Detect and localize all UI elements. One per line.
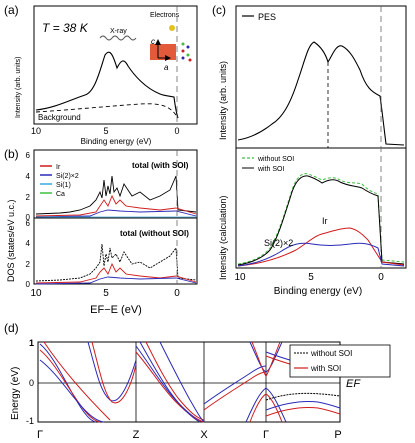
legend-with-soi-d: with SOI: [310, 364, 341, 373]
panel-b-bottom-frame: [33, 217, 198, 285]
panel-a-label: (a): [4, 3, 19, 17]
legend-without-soi-c: without SOI: [257, 156, 294, 163]
calc-with-soi: [237, 175, 405, 266]
panel-d-frame: [37, 341, 341, 423]
xray-wave: [99, 35, 137, 41]
ir-label-c: Ir: [322, 216, 328, 226]
dos-si2-with-soi: [35, 209, 197, 218]
panel-c-bottom-frame: [235, 147, 407, 269]
xray-label: X-ray: [110, 28, 127, 35]
axis-c-label: c: [151, 37, 155, 46]
panel-c-bottom-ylabel: Intensity (calculation): [218, 195, 228, 280]
panel-b-ytick-bot-6: 6: [26, 219, 31, 228]
dos-total-with-soi: [35, 175, 197, 215]
kpoint-p: P: [334, 429, 341, 441]
pes-legend-label: PES: [258, 12, 276, 22]
kpoint-x: X: [200, 429, 208, 441]
dos-ir-with-soi: [35, 194, 197, 217]
panel-c-xlabel: Binding energy (eV): [274, 286, 362, 297]
electrons-label: Electrons: [150, 12, 180, 19]
kpoint-z: Z: [133, 429, 140, 441]
legend-b: Ir Si(2)×2 Si(1) Ca: [40, 164, 79, 198]
panel-d-ytick-0: 0: [29, 378, 34, 388]
calc-si2-contribution: [237, 242, 405, 267]
legend-si2: Si(2)×2: [56, 173, 79, 180]
panel-d-label: (d): [4, 321, 19, 335]
panel-a-xtick-0: 0: [174, 126, 179, 136]
panel-b-top-title: total (with SOI): [132, 161, 189, 170]
background-label: Background: [38, 113, 81, 122]
panel-c-label: (c): [212, 3, 226, 17]
panel-a-xtick-10: 10: [31, 126, 41, 136]
panel-c-xtick-0: 0: [378, 272, 384, 283]
panel-b-ytick-bot-0: 0: [26, 280, 31, 289]
panel-b-bottom-title: total (without SOI): [120, 229, 189, 238]
panel-d-ytick-minus1: -1: [26, 416, 34, 426]
experiment-schematic: X-ray Electrons c a: [99, 12, 192, 72]
legend-ca: Ca: [56, 191, 65, 198]
panel-b-xtick-5: 5: [103, 288, 109, 299]
panel-b-ytick-top-4: 4: [26, 172, 31, 181]
kpoint-gamma-1: Γ: [37, 429, 43, 441]
ef-label-d: EF: [346, 378, 361, 390]
panel-a: (a) T = 38 K X-ray Electrons c a Backgro…: [4, 3, 198, 146]
panel-b-ytick-top-6: 6: [26, 151, 31, 160]
legend-without-soi-d: without SOI: [310, 349, 352, 358]
panel-c-top-frame: [235, 5, 407, 149]
panel-d-ytick-1: 1: [29, 338, 34, 348]
panel-c: (c) PES Intensity (arb. units) without S…: [212, 3, 407, 297]
pes-spectrum-a: [35, 51, 179, 119]
axis-a-label: a: [164, 63, 169, 72]
legend-ir: Ir: [56, 164, 61, 171]
panel-a-ylabel: Intensity (arb. units): [15, 57, 22, 118]
panel-b-xtick-10: 10: [30, 288, 42, 299]
panel-b-ytick-top-2: 2: [26, 193, 31, 202]
panel-b-ytick-bot-2: 2: [26, 260, 31, 269]
dos-si2-without-soi: [35, 276, 197, 285]
panel-b-label: (b): [4, 147, 19, 161]
panel-a-xlabel: Binding energy (eV): [81, 137, 152, 146]
dos-ir-without-soi: [35, 262, 197, 284]
panel-b-ytick-top-0: 0: [26, 213, 31, 222]
crystal-structure-icon: [181, 42, 192, 62]
background-curve: [35, 103, 179, 119]
pes-spectrum-c: [237, 41, 405, 146]
panel-d: (d): [4, 321, 391, 441]
si2-label-c: Si(2)×2: [264, 238, 293, 248]
panel-b-ylabel: DOS (states/eV u.c.): [6, 199, 16, 282]
panel-c-xtick-5: 5: [308, 272, 314, 283]
legend-si1: Si(1): [56, 182, 71, 189]
panel-b-xtick-0: 0: [174, 288, 180, 299]
temperature-label: T = 38 K: [42, 21, 89, 35]
calc-without-soi: [237, 173, 405, 265]
panel-b: (b) Ir Si(2)×2 Si(1) Ca total (with SOI)…: [4, 147, 198, 316]
kpoint-gamma-2: Γ: [263, 429, 269, 441]
electron-dot: [169, 25, 175, 31]
panel-b-xlabel: EF−E (eV): [90, 304, 142, 316]
panel-c-top-ylabel: Intensity (arb. units): [218, 61, 228, 140]
panel-a-xtick-5: 5: [103, 126, 108, 136]
panel-c-xtick-10: 10: [234, 272, 246, 283]
panel-b-ytick-bot-4: 4: [26, 239, 31, 248]
panel-d-ylabel: Energy (eV): [10, 367, 21, 420]
legend-box-d: [289, 344, 391, 378]
panel-a-frame: [33, 5, 198, 125]
legend-with-soi-c: with SOI: [257, 166, 285, 173]
calc-ir-contribution: [237, 227, 405, 267]
dos-total-without-soi: [35, 243, 197, 282]
